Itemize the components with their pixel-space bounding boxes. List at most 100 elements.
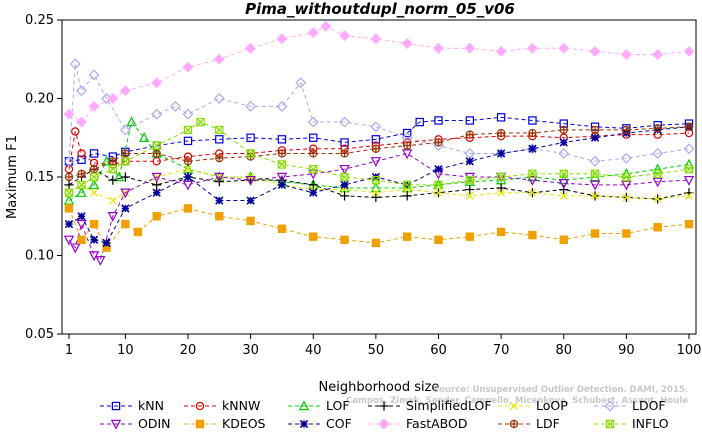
data-point-ldof: [213, 93, 225, 104]
data-point-odin: [683, 175, 695, 186]
y-tick-label: 0.25: [25, 13, 54, 28]
data-point-ldf: [121, 149, 130, 158]
data-point-odin: [151, 172, 162, 183]
data-point-fastabod: [339, 30, 351, 42]
data-point-lof: [652, 163, 663, 174]
data-point-ldf: [528, 128, 537, 138]
data-point-kdeos: [590, 229, 600, 238]
data-point-kdeos: [684, 219, 694, 229]
data-point-lof: [88, 179, 100, 190]
data-point-ldof: [151, 108, 163, 120]
data-point-odin: [214, 172, 225, 183]
data-point-knn: [246, 133, 255, 142]
x-tick-label: 60: [430, 343, 447, 358]
series-line-fastabod: [68, 25, 690, 123]
data-point-cof: [309, 188, 318, 197]
data-point-kdeos: [559, 235, 568, 244]
data-point-ldf: [277, 149, 287, 158]
data-point-kdeos: [89, 219, 99, 229]
data-point-ldf: [340, 149, 349, 158]
legend-label-lof: LOF: [326, 398, 350, 413]
data-point-ldf: [434, 138, 443, 147]
data-point-ldof: [88, 69, 100, 81]
data-point-inflo: [183, 125, 193, 135]
series-kdeos: [64, 204, 694, 252]
data-point-fastabod: [182, 61, 194, 73]
data-point-knn: [340, 138, 349, 147]
data-point-kdeos: [340, 235, 349, 244]
data-point-fastabod: [620, 49, 632, 60]
data-point-inflo: [108, 164, 118, 174]
data-point-lof: [370, 182, 382, 193]
data-point-odin: [182, 180, 194, 191]
data-point-loop: [465, 191, 474, 200]
data-point-ldof: [558, 148, 570, 159]
data-point-simplifiedlof: [308, 180, 318, 190]
data-point-ldof: [526, 143, 538, 155]
data-point-odin: [63, 235, 75, 246]
legend-marker-lof: [298, 400, 310, 411]
data-point-odin: [245, 175, 256, 186]
data-point-ldof: [69, 58, 81, 70]
data-point-fastabod: [245, 42, 257, 54]
series-line-inflo: [68, 121, 690, 194]
data-point-knn: [77, 155, 86, 164]
data-point-cof: [121, 204, 130, 213]
data-point-knnw: [71, 127, 80, 136]
data-point-lof: [126, 116, 137, 127]
data-point-ldof: [63, 155, 75, 167]
data-point-cof: [89, 235, 99, 244]
data-point-inflo: [340, 172, 349, 182]
data-point-inflo: [371, 175, 381, 185]
data-point-fastabod: [276, 33, 288, 45]
x-tick-label: 100: [677, 343, 702, 358]
data-point-lof: [63, 194, 75, 205]
data-point-kdeos: [622, 229, 631, 238]
data-point-fastabod: [589, 45, 601, 57]
data-point-knn: [528, 116, 537, 125]
data-point-loop: [622, 193, 631, 202]
data-point-knn: [496, 113, 506, 122]
data-point-simplifiedlof: [120, 172, 130, 182]
data-point-odin: [370, 157, 382, 167]
data-point-ldf: [496, 128, 506, 138]
data-point-odin: [107, 212, 119, 222]
data-point-knnw: [77, 149, 86, 158]
data-point-ldof: [589, 155, 601, 167]
data-point-cof: [64, 219, 74, 229]
legend-item-loop: LoOP: [498, 398, 568, 413]
data-point-kdeos: [309, 232, 318, 241]
data-point-ldf: [559, 125, 568, 135]
data-point-ldf: [684, 122, 694, 131]
legend-item-ldf: LDF: [498, 416, 560, 431]
data-point-odin: [339, 164, 350, 175]
data-point-ldf: [108, 157, 118, 166]
x-axis-label: Neighborhood size: [319, 380, 440, 395]
y-axis-label: Maximum F1: [5, 135, 20, 219]
data-point-fastabod: [151, 77, 163, 89]
data-point-inflo: [465, 175, 475, 185]
series-line-knn: [68, 116, 690, 162]
data-point-ldf: [77, 169, 86, 179]
x-axis: 1 10 20 30 40 50 60 70 80 90 100: [65, 334, 702, 358]
data-point-knn: [434, 116, 443, 125]
legend-item-odin: ODIN: [100, 416, 171, 431]
data-point-cof: [434, 164, 443, 174]
data-point-fastabod: [433, 42, 444, 54]
data-point-fastabod: [401, 38, 413, 49]
legend-marker-knnw: [195, 401, 205, 411]
data-point-ldof: [276, 100, 288, 112]
data-point-lof: [76, 187, 87, 197]
data-point-simplifiedlof: [339, 191, 350, 201]
data-point-ldof: [339, 116, 351, 128]
data-point-inflo: [528, 169, 537, 179]
x-tick-label: 10: [117, 343, 134, 358]
data-point-ldof: [370, 121, 382, 133]
legend-label-cof: COF: [326, 416, 352, 431]
data-point-inflo: [653, 169, 662, 179]
data-point-simplifiedlof: [402, 191, 412, 201]
y-tick-label: 0.05: [25, 327, 54, 342]
data-point-kdeos: [528, 230, 537, 240]
legend-label-inflo: INFLO: [632, 416, 669, 431]
data-point-odin: [589, 180, 601, 191]
